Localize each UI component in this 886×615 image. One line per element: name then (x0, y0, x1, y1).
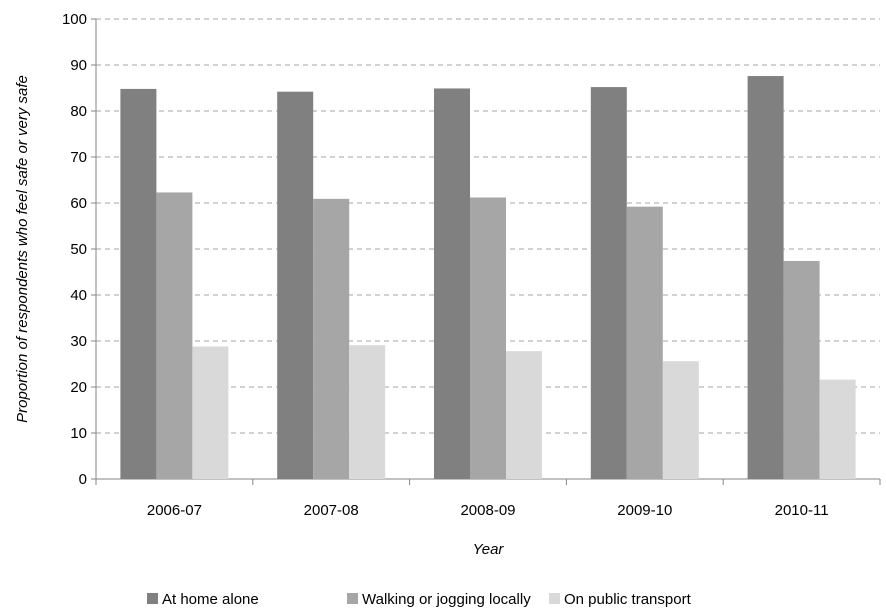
legend-label: On public transport (564, 591, 692, 608)
bar (120, 88, 157, 480)
bar (506, 351, 542, 479)
y-tick-label: 30 (70, 333, 87, 350)
y-tick-label: 100 (62, 11, 87, 28)
bars (120, 76, 856, 480)
x-tick-label: 2008-09 (460, 502, 515, 519)
bar (313, 198, 350, 480)
bar (662, 361, 699, 479)
y-tick-label: 70 (70, 149, 87, 166)
y-tick-label: 20 (70, 379, 87, 396)
bar (819, 379, 856, 479)
bar (156, 192, 193, 480)
bar (590, 87, 627, 479)
y-tick-label: 80 (70, 103, 87, 120)
y-tick-label: 40 (70, 287, 87, 304)
y-tick-label: 10 (70, 425, 87, 442)
bar (747, 76, 784, 479)
y-tick-label: 50 (70, 241, 87, 258)
bar (277, 91, 314, 480)
y-tick-label: 90 (70, 57, 87, 74)
legend: At home alone Walking or jogging locally O… (147, 591, 692, 608)
y-tick-label: 0 (79, 471, 87, 488)
x-tick-label: 2006-07 (147, 502, 202, 519)
x-axis-title: Year (473, 541, 505, 558)
bar (470, 197, 506, 480)
bar (783, 260, 820, 479)
legend-swatch (347, 593, 358, 604)
legend-label: At home alone (162, 591, 259, 608)
y-tick-label: 60 (70, 195, 87, 212)
x-tick-label: 2010-11 (775, 502, 829, 519)
x-tick-label: 2009-10 (617, 502, 672, 519)
bar (434, 88, 470, 480)
y-axis-title: Proportion of respondents who feel safe … (14, 75, 31, 423)
bar (349, 345, 386, 479)
legend-swatch (549, 593, 560, 604)
bar (192, 346, 229, 479)
bar (626, 206, 663, 479)
legend-label: Walking or jogging locally (362, 591, 531, 608)
x-tick-label: 2007-08 (304, 502, 359, 519)
legend-swatch (147, 593, 158, 604)
tick-labels: 0 10 20 30 40 50 60 70 80 90 100 2006-07 2007-08 2008… (62, 11, 829, 519)
